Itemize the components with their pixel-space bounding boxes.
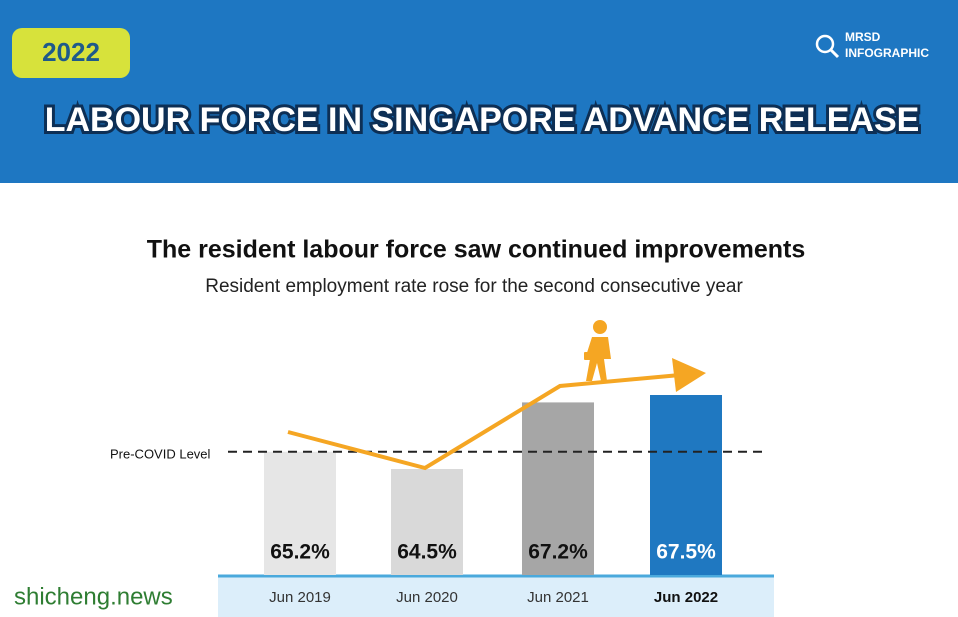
value-label: 64.5% [397, 541, 457, 564]
chart-title: The resident labour force saw continued … [147, 236, 805, 264]
year: 2022 [42, 37, 100, 67]
x-tick-label: Jun 2021 [527, 589, 589, 606]
bar [391, 469, 463, 575]
bar [650, 395, 722, 575]
brand-line: MRSD [845, 30, 881, 44]
arrow-head [672, 358, 706, 392]
bars: 65.2% Jun 2019 64.5% Jun 2020 67.2% Jun 2021 6… [228, 395, 768, 606]
x-tick-label: Jun 2022 [654, 589, 718, 606]
x-axis-band [218, 576, 774, 617]
header-band [0, 0, 958, 183]
watermark: shicheng.news [14, 583, 173, 610]
value-label: 67.5% [656, 541, 716, 564]
bar [522, 402, 594, 575]
trend-arrow [287, 373, 681, 471]
year-badge [12, 28, 130, 78]
bar [264, 451, 336, 575]
brand-logo: MRSD INFOGRAPHIC [815, 30, 929, 60]
page-title: LABOUR FORCE IN SINGAPORE ADVANCE RELEAS… [45, 101, 920, 139]
walking-person-icon [584, 320, 611, 381]
brand-line: INFOGRAPHIC [845, 46, 929, 60]
value-label: 67.2% [528, 541, 588, 564]
x-tick-label: Jun 2020 [396, 589, 458, 606]
x-tick-label: Jun 2019 [269, 589, 331, 606]
value-label: 65.2% [270, 541, 330, 564]
annotation: Pre-COVID Level [110, 446, 211, 461]
chart-subtitle: Resident employment rate rose for the se… [205, 276, 743, 297]
